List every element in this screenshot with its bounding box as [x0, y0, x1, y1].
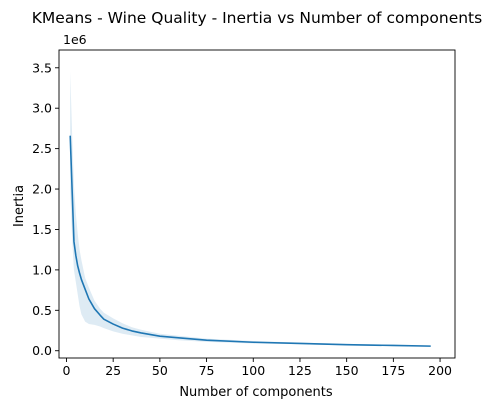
series-0-line — [69, 135, 431, 347]
x-tick-label-100: 100 — [241, 363, 265, 378]
y-tick-label-3: 1.5 — [32, 222, 52, 237]
y-tick-label-2: 1.0 — [32, 262, 52, 277]
x-tick-label-200: 200 — [428, 363, 452, 378]
y-tick-label-1: 0.5 — [32, 303, 52, 318]
x-tick-label-150: 150 — [335, 363, 359, 378]
chart-title: KMeans - Wine Quality - Inertia vs Numbe… — [32, 9, 482, 27]
x-tick-label-50: 50 — [152, 363, 168, 378]
x-tick-label-75: 75 — [199, 363, 215, 378]
y-tick-label-6: 3.0 — [32, 101, 52, 116]
y-tick-label-7: 3.5 — [32, 60, 52, 75]
x-axis-label: Number of components — [179, 385, 333, 400]
y-tick-label-4: 2.0 — [32, 182, 52, 197]
x-tick-label-25: 25 — [105, 363, 121, 378]
y-offset-label: 1e6 — [63, 32, 87, 47]
y-tick-label-0: 0.0 — [32, 343, 52, 358]
plot-frame — [58, 49, 456, 359]
x-tick-label-175: 175 — [381, 363, 405, 378]
series-0-band — [70, 71, 431, 347]
plot-area: 0 25 50 75 100 125 150 175 200 0.0 0.5 1.0 1.5 2.0 2.5… — [32, 49, 456, 378]
x-tick-label-0: 0 — [62, 363, 70, 378]
y-tick-label-5: 2.5 — [32, 141, 52, 156]
y-axis-label: Inertia — [12, 185, 27, 227]
x-tick-label-125: 125 — [288, 363, 312, 378]
